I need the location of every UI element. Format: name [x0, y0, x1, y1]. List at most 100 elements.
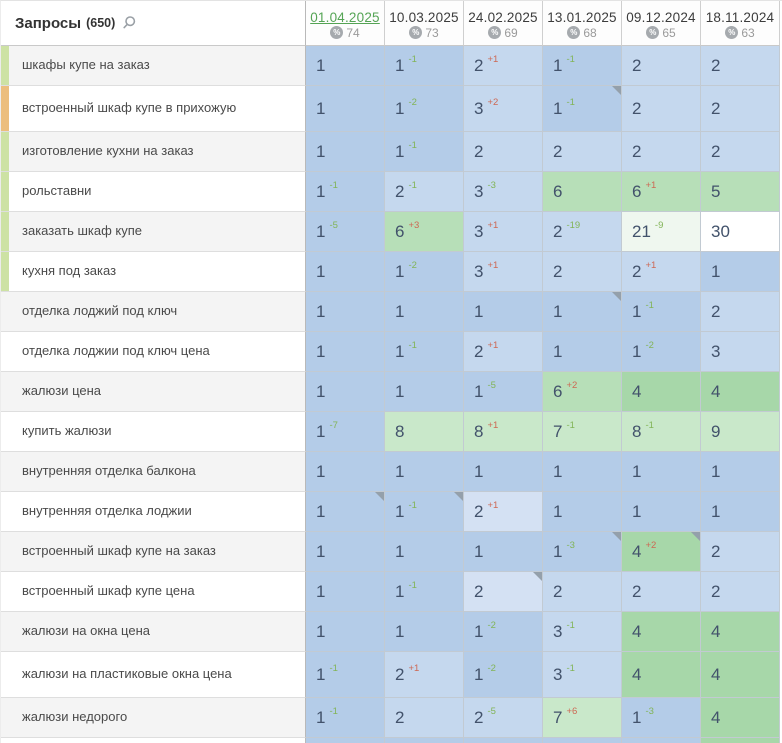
position-cell[interactable]: 7 +6 — [543, 698, 622, 738]
position-cell[interactable]: 6 +1 — [622, 172, 701, 212]
keyword-cell[interactable]: внутренняя отделка балкона — [1, 452, 306, 492]
position-cell[interactable]: 2 — [464, 572, 543, 612]
position-cell[interactable]: 4 +2 — [622, 532, 701, 572]
keyword-cell[interactable]: жалюзи цена — [1, 372, 306, 412]
date-label[interactable]: 13.01.2025 — [547, 9, 617, 25]
position-cell[interactable]: 2 +1 — [464, 332, 543, 372]
keyword-cell[interactable]: встроенный шкаф купе на заказ — [1, 532, 306, 572]
position-cell[interactable]: 5 — [701, 172, 780, 212]
position-cell[interactable]: 1 — [543, 452, 622, 492]
position-cell[interactable]: 2 +1 — [464, 492, 543, 532]
position-cell[interactable]: 6 — [543, 172, 622, 212]
position-cell[interactable]: 1 -1 — [543, 46, 622, 86]
position-cell[interactable]: 2 — [701, 132, 780, 172]
position-cell[interactable]: 1 -1 — [622, 292, 701, 332]
position-cell[interactable]: 1 — [543, 332, 622, 372]
position-cell[interactable]: 30 — [701, 212, 780, 252]
position-cell[interactable]: 1 -2 — [464, 652, 543, 698]
position-cell[interactable]: 2 — [622, 86, 701, 132]
position-cell[interactable]: 2 — [385, 698, 464, 738]
date-column-header[interactable]: 18.11.2024% 63 — [701, 1, 780, 46]
position-cell[interactable]: 2 — [622, 132, 701, 172]
position-cell[interactable]: 1 — [622, 452, 701, 492]
position-cell[interactable]: 3 +1 — [464, 252, 543, 292]
keyword-cell[interactable]: отделка лоджии под ключ цена — [1, 332, 306, 372]
keyword-cell[interactable]: купить жалюзи — [1, 412, 306, 452]
keyword-cell[interactable]: внутренняя отделка лоджии — [1, 492, 306, 532]
keyword-cell[interactable]: шкафы купе на заказ — [1, 46, 306, 86]
position-cell[interactable]: 1 — [464, 532, 543, 572]
position-cell[interactable]: 8 +1 — [464, 412, 543, 452]
keyword-cell[interactable]: изготовление кухни на заказ — [1, 132, 306, 172]
position-cell[interactable]: 4 — [701, 652, 780, 698]
position-cell[interactable]: 1 -1 — [385, 46, 464, 86]
position-cell[interactable]: 2 — [543, 132, 622, 172]
position-cell[interactable]: 4 — [622, 612, 701, 652]
position-cell[interactable]: 9 — [701, 412, 780, 452]
position-cell[interactable]: 2 +1 — [464, 46, 543, 86]
position-cell[interactable]: 1 — [622, 492, 701, 532]
position-cell[interactable]: 1 -1 — [385, 132, 464, 172]
position-cell[interactable]: 1 — [464, 452, 543, 492]
position-cell[interactable]: 2 — [701, 532, 780, 572]
date-column-header[interactable]: 10.03.2025% 73 — [385, 1, 464, 46]
date-column-header[interactable]: 01.04.2025% 74 — [306, 1, 385, 46]
position-cell[interactable]: 2 — [464, 132, 543, 172]
position-cell[interactable]: 8 -1 — [622, 412, 701, 452]
position-cell[interactable]: 1 — [701, 492, 780, 532]
keyword-cell[interactable]: кухня под заказ — [1, 252, 306, 292]
position-cell[interactable]: 6 +2 — [543, 372, 622, 412]
position-cell[interactable]: 1 — [306, 572, 385, 612]
position-cell[interactable]: 4 — [622, 652, 701, 698]
position-cell[interactable]: 1 -5 — [306, 212, 385, 252]
position-cell[interactable]: 1 — [701, 252, 780, 292]
position-cell[interactable]: 1 — [543, 292, 622, 332]
position-cell[interactable]: 4 — [622, 372, 701, 412]
position-cell[interactable]: 4 — [701, 372, 780, 412]
position-cell[interactable]: 1 — [543, 492, 622, 532]
position-cell[interactable]: 1 -1 — [306, 652, 385, 698]
keyword-cell[interactable]: жалюзи на окна цена — [1, 612, 306, 652]
position-cell[interactable]: 1 -2 — [385, 86, 464, 132]
position-cell[interactable]: 2 — [701, 86, 780, 132]
position-cell[interactable]: 2 — [543, 572, 622, 612]
position-cell[interactable]: 8 — [385, 412, 464, 452]
position-cell[interactable]: 7 -1 — [543, 412, 622, 452]
position-cell[interactable]: 1 — [306, 612, 385, 652]
date-column-header[interactable]: 09.12.2024% 65 — [622, 1, 701, 46]
keyword-cell[interactable]: рольставни — [1, 172, 306, 212]
position-cell[interactable]: 1 — [306, 132, 385, 172]
position-cell[interactable]: 2 — [701, 292, 780, 332]
position-cell[interactable]: 3 +1 — [464, 212, 543, 252]
date-label[interactable]: 24.02.2025 — [468, 9, 538, 25]
position-cell[interactable]: 1 -2 — [385, 252, 464, 292]
keyword-cell[interactable]: встроенный шкаф купе цена — [1, 572, 306, 612]
position-cell[interactable]: 1 — [385, 372, 464, 412]
date-label[interactable]: 18.11.2024 — [705, 9, 775, 25]
keyword-cell[interactable]: заказать шкаф купе — [1, 212, 306, 252]
position-cell[interactable]: 1 -2 — [464, 612, 543, 652]
position-cell[interactable]: 1 -2 — [622, 332, 701, 372]
position-cell[interactable]: 4 — [701, 612, 780, 652]
position-cell[interactable]: 1 — [306, 252, 385, 292]
position-cell[interactable]: 1 — [306, 452, 385, 492]
date-column-header[interactable]: 24.02.2025% 69 — [464, 1, 543, 46]
position-cell[interactable]: 3 -3 — [464, 172, 543, 212]
position-cell[interactable]: 1 — [385, 292, 464, 332]
position-cell[interactable]: 3 -1 — [543, 652, 622, 698]
position-cell[interactable]: 2 — [701, 46, 780, 86]
position-cell[interactable]: 2 -5 — [464, 698, 543, 738]
position-cell[interactable]: 1 -3 — [622, 698, 701, 738]
date-column-header[interactable]: 13.01.2025% 68 — [543, 1, 622, 46]
position-cell[interactable]: 2 — [543, 252, 622, 292]
position-cell[interactable]: 21 -9 — [622, 212, 701, 252]
position-cell[interactable]: 1 -1 — [385, 492, 464, 532]
date-label[interactable]: 10.03.2025 — [389, 9, 459, 25]
position-cell[interactable]: 1 — [306, 532, 385, 572]
position-cell[interactable]: 3 +2 — [464, 86, 543, 132]
position-cell[interactable]: 1 -1 — [385, 332, 464, 372]
position-cell[interactable]: 1 -1 — [306, 172, 385, 212]
position-cell[interactable]: 2 — [701, 572, 780, 612]
keyword-cell[interactable]: отделка лоджий под ключ — [1, 292, 306, 332]
position-cell[interactable]: 3 -1 — [543, 612, 622, 652]
